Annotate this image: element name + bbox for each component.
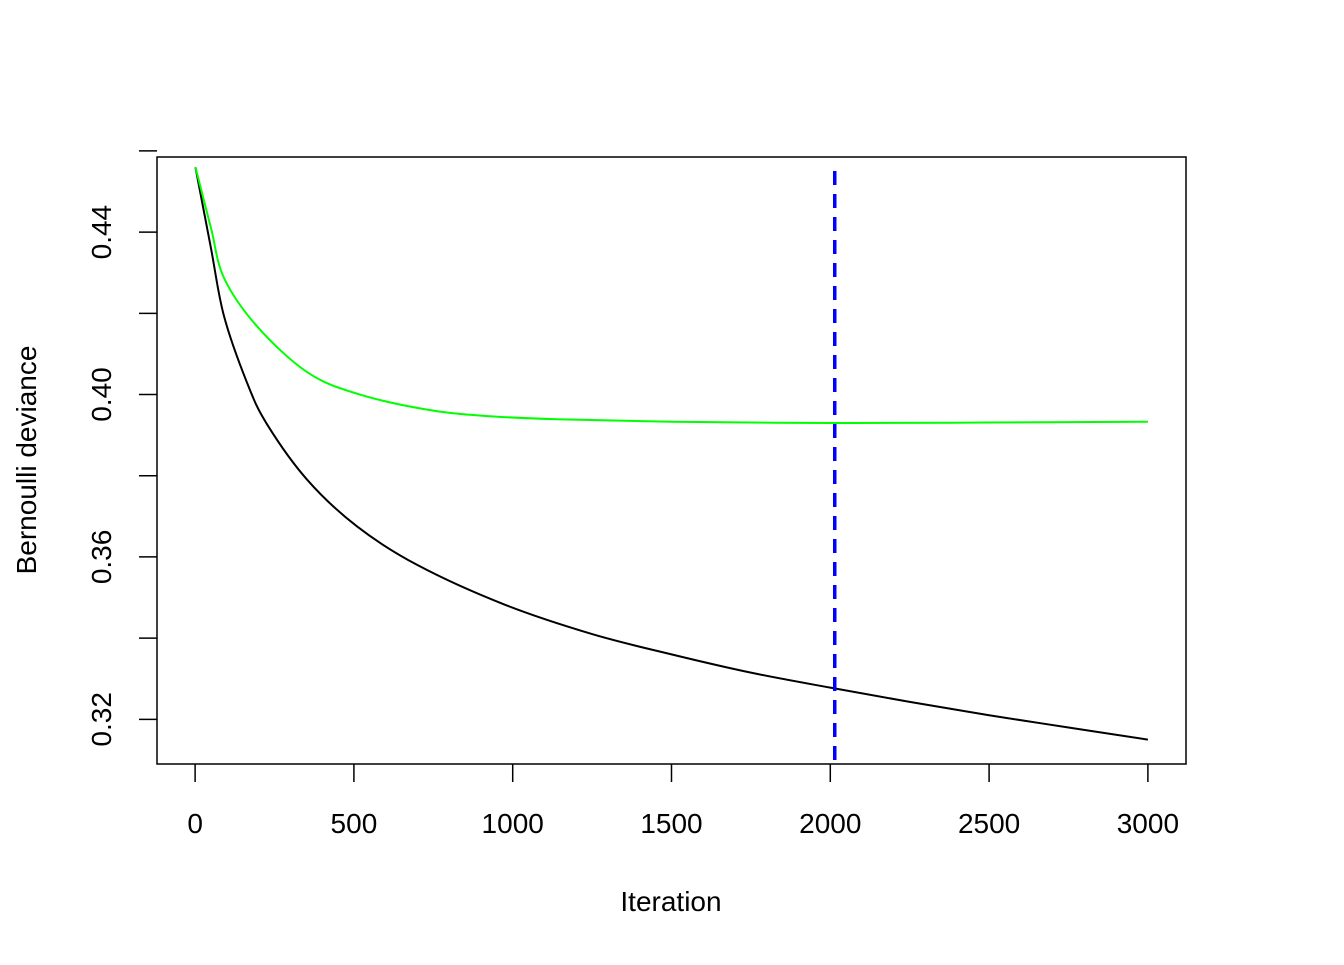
x-tick-label: 0 [187, 808, 203, 839]
x-axis: 0 500 1000 1500 2000 2500 3000 [187, 764, 1179, 839]
x-tick-label: 2500 [958, 808, 1020, 839]
y-tick-label: 0.32 [86, 692, 117, 747]
test-deviance-line [194, 166, 1148, 424]
x-tick-label: 2000 [799, 808, 861, 839]
y-axis-label: Bernoulli deviance [11, 346, 42, 575]
x-axis-label: Iteration [620, 886, 721, 917]
y-tick-label: 0.44 [86, 205, 117, 260]
x-tick-label: 500 [331, 808, 378, 839]
plot-box [156, 156, 1187, 765]
series-layer [194, 166, 1149, 764]
y-tick-label: 0.36 [86, 530, 117, 585]
x-tick-label: 1000 [482, 808, 544, 839]
y-tick-label: 0.40 [86, 367, 117, 422]
train-deviance-line [194, 166, 1149, 741]
x-tick-label: 3000 [1117, 808, 1179, 839]
y-axis: 0.32 0.36 0.40 0.44 [86, 150, 157, 747]
x-tick-label: 1500 [640, 808, 702, 839]
